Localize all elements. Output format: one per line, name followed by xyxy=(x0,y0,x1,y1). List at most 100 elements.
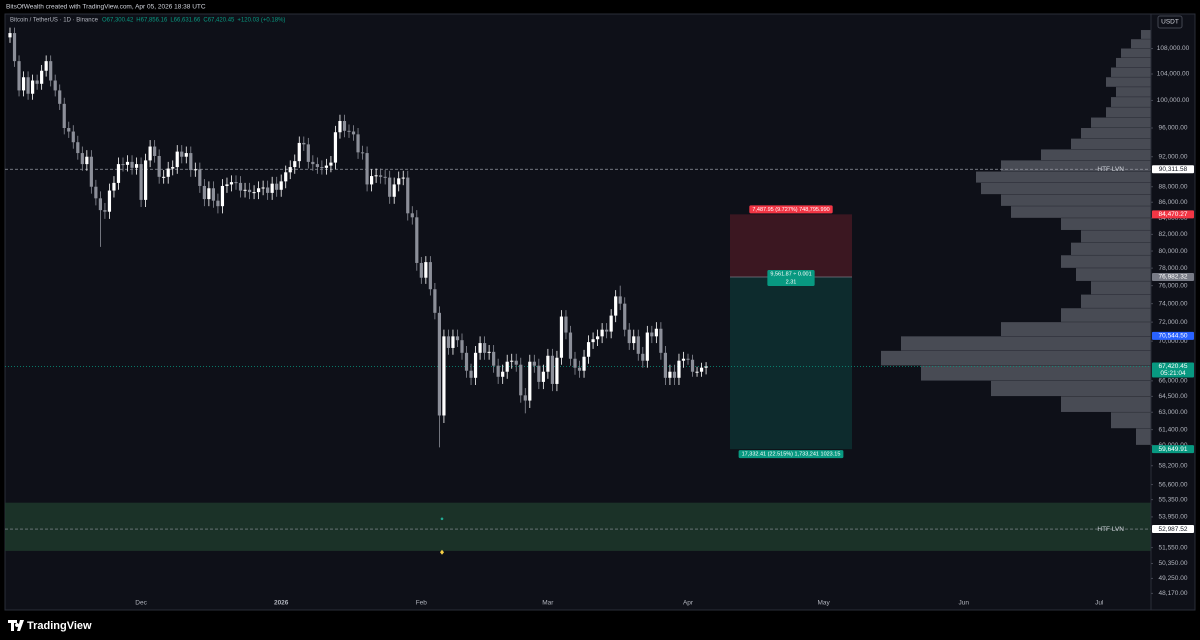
candle-body xyxy=(315,164,319,168)
candle-body xyxy=(333,132,338,163)
profile-bar xyxy=(1121,48,1151,58)
brand[interactable]: TradingView xyxy=(27,620,92,632)
candle-body xyxy=(275,183,279,190)
profile-bar xyxy=(976,171,1151,183)
y-tick-label: 74,000.00 xyxy=(1159,300,1188,307)
candle-body xyxy=(433,289,437,313)
candle-body xyxy=(171,167,175,169)
entry-label: 9,561.87 ÷ 0.001 2.31 xyxy=(767,269,815,286)
stop-label-box xyxy=(749,205,833,214)
candle-body xyxy=(392,184,396,197)
candle-body xyxy=(424,262,428,278)
candle-body xyxy=(116,164,121,183)
candle-body xyxy=(257,188,261,193)
x-tick-label: Dec xyxy=(135,600,147,607)
candle-body xyxy=(596,336,600,340)
price-tag-label: 70,544.50 xyxy=(1159,333,1188,340)
entry-label-text: 9,561.87 ÷ 0.001 xyxy=(770,271,811,277)
profile-bar xyxy=(1106,107,1151,118)
candle-body xyxy=(306,144,310,162)
price-tag xyxy=(1152,362,1194,378)
candle-body xyxy=(261,187,265,189)
profile-bar xyxy=(1116,87,1151,97)
candle-body xyxy=(360,152,365,154)
candle-body xyxy=(632,336,636,344)
candle-body xyxy=(695,371,699,373)
profile-bar xyxy=(1011,206,1151,218)
level-name: HTF LVN xyxy=(1097,166,1124,173)
candle-body xyxy=(293,161,297,168)
currency-box[interactable] xyxy=(1157,15,1183,29)
marker-diamond xyxy=(440,549,444,555)
profile-bar xyxy=(1061,396,1151,412)
price-tag-label: 52,987.52 xyxy=(1159,526,1188,533)
candle-body xyxy=(252,192,256,194)
candle-body xyxy=(76,142,80,154)
candle-body xyxy=(202,185,206,200)
candle-body xyxy=(379,175,383,177)
candle-body xyxy=(338,121,342,133)
candle-body xyxy=(329,162,333,166)
candle-body xyxy=(668,371,672,378)
candle-body xyxy=(297,142,301,162)
y-tick-label: 96,000.00 xyxy=(1159,125,1188,132)
candle-body xyxy=(107,190,112,212)
x-tick-label: Mar xyxy=(542,600,554,607)
y-tick-label: 82,000.00 xyxy=(1159,231,1188,238)
y-tick-label: 70,000.00 xyxy=(1159,338,1188,345)
legend-value: +120.03 (+0.18%) xyxy=(237,18,285,24)
stop-zone xyxy=(730,214,852,277)
profile-bar xyxy=(1081,294,1151,308)
candle-body xyxy=(600,329,604,337)
price-tag xyxy=(1152,445,1194,454)
candle-body xyxy=(641,353,645,361)
profile-bar xyxy=(1061,255,1151,268)
candle-body xyxy=(564,316,568,333)
candle-body xyxy=(699,367,704,372)
price-tag xyxy=(1152,331,1194,340)
x-tick-label: May xyxy=(817,600,830,607)
candle-body xyxy=(98,198,102,211)
y-tick-label: 108,000.00 xyxy=(1157,45,1190,52)
level-name: HTF LVN xyxy=(1097,526,1124,533)
profile-bar xyxy=(881,350,1151,366)
candle-body xyxy=(58,90,62,104)
candle-body xyxy=(650,332,654,337)
candle-body xyxy=(388,177,392,197)
candle-body xyxy=(121,164,125,166)
attribution: BitsOfWealth created with TradingView.co… xyxy=(6,4,206,11)
logo-icon[interactable] xyxy=(8,620,24,631)
candle-body xyxy=(225,184,229,186)
price-tag-label: 84,470.27 xyxy=(1159,211,1188,218)
price-tag-label: 59,649.91 xyxy=(1159,446,1188,453)
x-tick-label: Jul xyxy=(1095,600,1104,607)
candle-body xyxy=(582,356,586,371)
candle-body xyxy=(577,367,582,371)
candle-body xyxy=(505,361,509,372)
candle-body xyxy=(35,80,39,84)
x-tick-label: 2026 xyxy=(274,600,289,607)
candle-body xyxy=(243,189,247,191)
profile-bar xyxy=(1111,412,1151,429)
profile-bar xyxy=(1111,97,1151,107)
candle-body xyxy=(677,360,681,378)
target-zone xyxy=(730,276,852,450)
candle-body xyxy=(519,364,523,396)
candle-body xyxy=(302,142,306,145)
candle-body xyxy=(623,303,627,330)
candle-body xyxy=(397,178,401,185)
candle-body xyxy=(220,185,225,207)
profile-bar xyxy=(1071,138,1151,150)
profile-bar xyxy=(1001,194,1151,206)
candle-body xyxy=(211,188,215,201)
candle-body xyxy=(162,176,166,178)
candle-body xyxy=(573,358,577,368)
y-tick-label: 63,000.00 xyxy=(1159,409,1188,416)
y-tick-label: 56,600.00 xyxy=(1159,481,1188,488)
currency[interactable]: USDT xyxy=(1161,19,1179,26)
footer-logo[interactable]: TradingView xyxy=(8,620,92,632)
candle-body xyxy=(555,357,559,384)
candle-body xyxy=(437,312,441,416)
x-tick-label: Feb xyxy=(416,600,428,607)
profile-bar xyxy=(1091,281,1151,295)
